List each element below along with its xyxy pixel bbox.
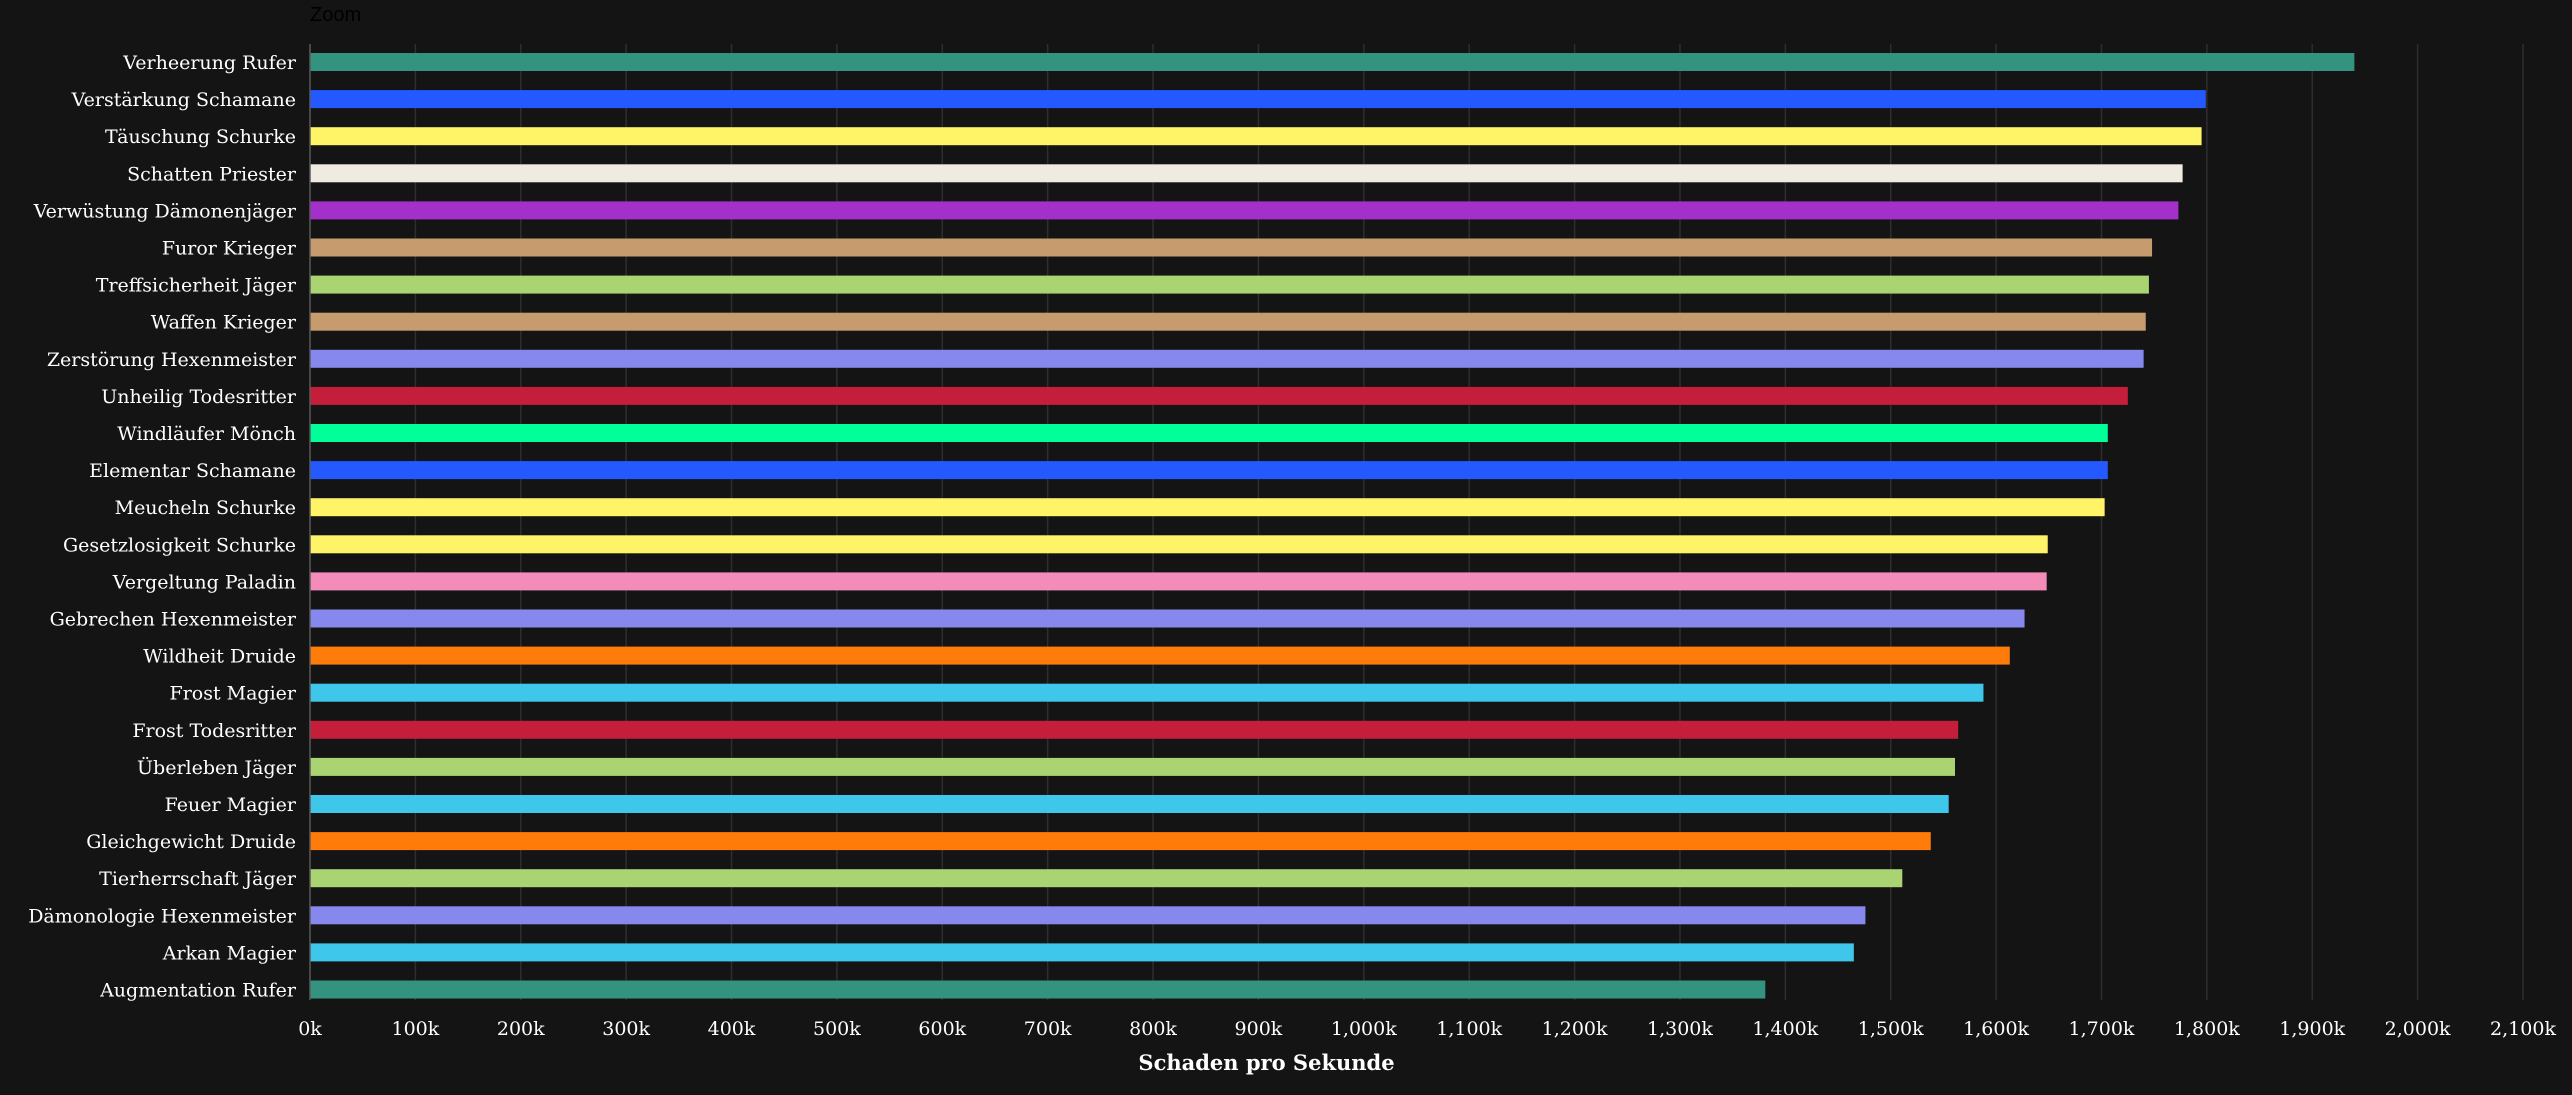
bar[interactable] xyxy=(310,720,1959,739)
category-label: Unheilig Todesritter xyxy=(101,386,297,408)
grid-lines xyxy=(414,44,2524,1000)
x-tick-label: 2,000k xyxy=(2385,1018,2451,1040)
category-label: Arkan Magier xyxy=(162,942,297,964)
x-tick-label: 900k xyxy=(1235,1018,1283,1040)
category-label: Frost Todesritter xyxy=(132,720,297,742)
x-tick-label: 1,900k xyxy=(2279,1018,2345,1040)
x-tick-label: 600k xyxy=(918,1018,966,1040)
category-label: Waffen Krieger xyxy=(151,312,297,334)
bar[interactable] xyxy=(310,275,2149,294)
bar[interactable] xyxy=(310,943,1854,962)
x-tick-label: 1,300k xyxy=(1647,1018,1713,1040)
bar[interactable] xyxy=(310,572,2047,591)
bar[interactable] xyxy=(310,53,2355,71)
category-label: Furor Krieger xyxy=(162,238,297,260)
bar[interactable] xyxy=(310,312,2146,331)
bar[interactable] xyxy=(310,127,2202,146)
x-tick-label: 1,500k xyxy=(1858,1018,1924,1040)
bar[interactable] xyxy=(310,832,1931,851)
x-tick-label: 400k xyxy=(708,1018,756,1040)
bar[interactable] xyxy=(310,349,2144,368)
category-label: Windläufer Mönch xyxy=(117,423,296,445)
bar[interactable] xyxy=(310,609,2025,628)
x-tick-label: 100k xyxy=(391,1018,439,1040)
bar[interactable] xyxy=(310,461,2108,480)
bars xyxy=(310,53,2355,999)
x-tick-label: 800k xyxy=(1129,1018,1177,1040)
category-label: Verstärkung Schamane xyxy=(71,89,296,111)
category-label: Wildheit Druide xyxy=(143,646,296,668)
category-label: Treffsicherheit Jäger xyxy=(96,275,297,297)
x-tick-label: 1,600k xyxy=(1963,1018,2029,1040)
bar[interactable] xyxy=(310,980,1766,999)
category-label: Schatten Priester xyxy=(127,163,297,185)
category-label: Gleichgewicht Druide xyxy=(86,831,296,853)
category-label: Verheerung Rufer xyxy=(122,52,297,74)
bar[interactable] xyxy=(310,424,2108,442)
bar[interactable] xyxy=(310,795,1949,813)
bar[interactable] xyxy=(310,646,2010,665)
bar[interactable] xyxy=(310,535,2048,554)
category-label: Tierherrschaft Jäger xyxy=(99,868,297,890)
bar[interactable] xyxy=(310,238,2153,257)
x-tick-label: 2,100k xyxy=(2490,1018,2556,1040)
category-label: Zerstörung Hexenmeister xyxy=(47,349,297,371)
category-label: Elementar Schamane xyxy=(89,460,296,482)
x-tick-label: 0k xyxy=(298,1018,322,1040)
x-tick-label: 1,000k xyxy=(1331,1018,1397,1040)
bar[interactable] xyxy=(310,757,1955,776)
x-tick-label: 1,800k xyxy=(2174,1018,2240,1040)
category-label: Gebrechen Hexenmeister xyxy=(50,609,297,631)
x-axis-title: Schaden pro Sekunde xyxy=(1138,1050,1394,1075)
category-label: Meucheln Schurke xyxy=(115,497,296,519)
category-label: Täuschung Schurke xyxy=(105,126,296,148)
bar[interactable] xyxy=(310,683,1984,702)
x-tick-label: 300k xyxy=(602,1018,650,1040)
x-tick-labels: 0k 100k 200k 300k 400k 500k 600k 700k 800k 900k 1,… xyxy=(298,1018,2556,1040)
bar[interactable] xyxy=(310,386,2128,405)
bar[interactable] xyxy=(310,201,2179,220)
bar[interactable] xyxy=(310,90,2206,109)
x-tick-label: 200k xyxy=(497,1018,545,1040)
category-label: Vergeltung Paladin xyxy=(112,571,296,593)
bar[interactable] xyxy=(310,906,1866,925)
category-label: Feuer Magier xyxy=(165,794,297,816)
x-tick-label: 1,700k xyxy=(2069,1018,2135,1040)
x-tick-label: 1,400k xyxy=(1752,1018,1818,1040)
bar[interactable] xyxy=(310,869,1903,888)
category-label: Verwüstung Dämonenjäger xyxy=(33,200,297,222)
x-tick-label: 1,200k xyxy=(1542,1018,1608,1040)
category-label: Überleben Jäger xyxy=(137,756,297,779)
category-label: Gesetzlosigkeit Schurke xyxy=(63,534,296,556)
category-label: Frost Magier xyxy=(170,683,297,705)
category-label: Dämonologie Hexenmeister xyxy=(28,905,297,927)
category-labels: Verheerung Rufer Verstärkung Schamane Täus… xyxy=(28,52,297,1002)
x-tick-label: 1,100k xyxy=(1436,1018,1502,1040)
zoom-button[interactable]: Zoom xyxy=(310,4,362,26)
category-label: Augmentation Rufer xyxy=(99,980,297,1002)
x-tick-label: 500k xyxy=(813,1018,861,1040)
bar[interactable] xyxy=(310,498,2105,517)
bar[interactable] xyxy=(310,164,2183,183)
x-tick-label: 700k xyxy=(1024,1018,1072,1040)
